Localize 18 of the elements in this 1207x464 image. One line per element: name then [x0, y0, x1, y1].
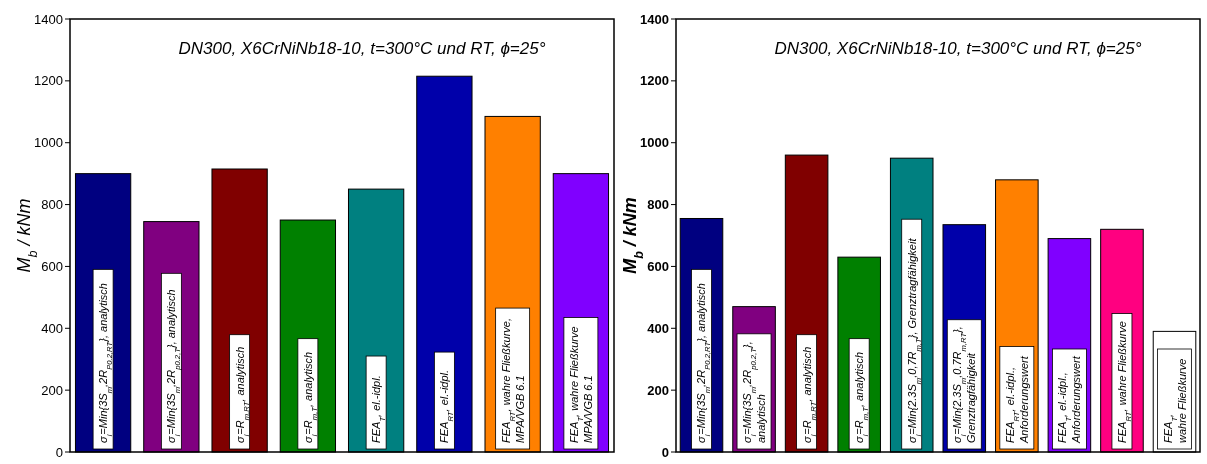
y-tick-label: 1400 [34, 11, 63, 27]
y-tick-label: 0 [55, 444, 63, 460]
y-tick-label: 1200 [34, 73, 63, 89]
y-tick-label: 800 [647, 197, 669, 213]
y-tick-label: 600 [41, 258, 63, 274]
y-tick-label: 1200 [640, 73, 669, 89]
y-tick-label: 600 [647, 258, 669, 274]
y-tick-label: 200 [41, 382, 63, 398]
y-tick-label: 800 [41, 197, 63, 213]
y-tick-label: 1000 [640, 135, 669, 151]
y-tick-label: 200 [647, 382, 669, 398]
text: DN300, X6CrNiNb18-10, t=300°C und RT, ϕ=25° [774, 39, 1142, 58]
y-tick-label: 0 [661, 444, 669, 460]
y-tick-label: 1400 [640, 11, 669, 27]
y-tick-label: 400 [41, 320, 63, 336]
text: DN300, X6CrNiNb18-10, t=300°C und RT, ϕ=25° [178, 39, 546, 58]
y-tick-label: 1000 [34, 135, 63, 151]
y-tick-label: 400 [647, 320, 669, 336]
